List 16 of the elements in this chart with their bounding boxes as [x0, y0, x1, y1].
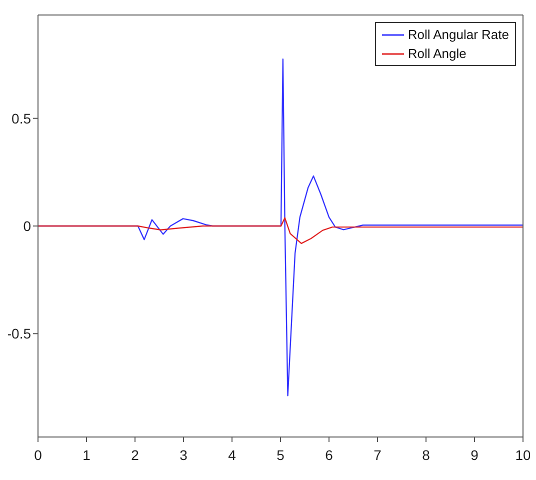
x-tick-label: 2 — [131, 446, 140, 463]
x-tick-label: 3 — [180, 446, 188, 463]
legend-label: Roll Angle — [408, 45, 466, 63]
x-tick-label: 9 — [470, 446, 479, 463]
x-tick-label: 6 — [325, 446, 334, 463]
x-tick-label: 7 — [374, 446, 382, 463]
y-tick-label: 0 — [23, 218, 32, 234]
y-tick-label: 0.5 — [12, 110, 32, 126]
x-tick-label: 0 — [34, 446, 42, 463]
legend-label: Roll Angular Rate — [408, 26, 509, 44]
x-tick-label: 4 — [228, 446, 236, 463]
x-tick-label: 1 — [82, 446, 91, 463]
line-series — [38, 217, 523, 244]
x-tick-label: 10 — [515, 446, 531, 463]
x-tick-label: 8 — [422, 446, 430, 463]
x-tick-label: 5 — [276, 446, 285, 463]
